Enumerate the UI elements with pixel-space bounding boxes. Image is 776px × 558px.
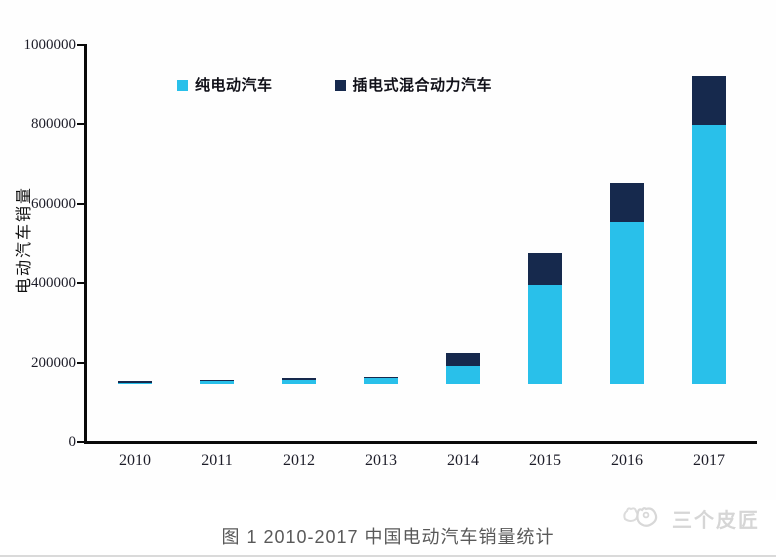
- x-tick-label-2011: 2011: [201, 452, 233, 469]
- legend-swatch-icon: [177, 80, 188, 91]
- y-tick-mark: [77, 202, 84, 205]
- y-tick-mark: [77, 123, 84, 126]
- x-tick-label-2017: 2017: [693, 452, 725, 469]
- ev-sales-chart: 电动汽车销量 0 200000 400000 600000 800000 1000000 …: [16, 37, 757, 469]
- bar-segment-2015: [528, 284, 562, 384]
- bar-stack-2010: [118, 380, 152, 384]
- bar-stack-2015: [528, 252, 562, 384]
- watermark: 三个皮匠: [622, 503, 760, 533]
- cat-doodle-icon: [623, 507, 658, 527]
- bar-segment-2015: [528, 252, 562, 285]
- bar-segment-2010: [118, 382, 152, 384]
- bar-segment-2013: [364, 378, 398, 384]
- y-tick-label: 0: [68, 434, 77, 450]
- legend-label: 纯电动汽车: [195, 77, 273, 94]
- y-tick-label: 400000: [31, 275, 76, 292]
- y-tick-mark: [77, 441, 84, 443]
- figure-caption: 图 1 2010-2017 中国电动汽车销量统计: [221, 527, 555, 547]
- bar-segment-2014: [446, 366, 480, 384]
- bar-stack-2013: [364, 376, 398, 384]
- y-tick-label: 1000000: [23, 37, 77, 53]
- y-tick-label: 200000: [31, 354, 76, 371]
- x-tick-label-2015: 2015: [529, 452, 561, 469]
- bar-segment-2011: [200, 380, 234, 384]
- bar-segment-2016: [610, 221, 644, 384]
- x-tick-label-2010: 2010: [119, 452, 151, 469]
- bar-segment-2017: [692, 75, 726, 126]
- x-tick-label-2013: 2013: [365, 452, 397, 469]
- legend-item: 插电式混合动力汽车: [334, 77, 493, 94]
- bar-segment-2017: [692, 125, 726, 384]
- bar-segment-2013: [364, 376, 398, 378]
- y-tick-mark: [77, 44, 84, 46]
- bar-segment-2012: [282, 379, 316, 384]
- bar-stack-2017: [692, 75, 726, 384]
- bar-segment-2016: [610, 182, 644, 222]
- bottom-divider: [0, 555, 776, 557]
- bar-segment-2011: [200, 379, 234, 381]
- bar-segment-2012: [282, 378, 316, 380]
- x-axis-line: [84, 441, 757, 444]
- bar-stack-2011: [200, 379, 234, 384]
- legend-item: 纯电动汽车: [177, 78, 273, 93]
- y-tick-mark: [77, 361, 84, 364]
- x-tick-label-2014: 2014: [447, 452, 479, 469]
- x-tick-label-2016: 2016: [611, 452, 643, 469]
- y-axis-line: [84, 44, 87, 443]
- x-tick-label-2012: 2012: [283, 452, 315, 469]
- bar-segment-2010: [118, 380, 152, 383]
- chart-legend: 纯电动汽车 插电式混合动力汽车: [177, 78, 492, 93]
- bar-segment-2014: [446, 353, 480, 367]
- bar-stack-2016: [610, 182, 644, 384]
- y-tick-label: 800000: [31, 116, 76, 133]
- y-tick-mark: [77, 282, 84, 285]
- legend-label: 插电式混合动力汽车: [352, 77, 493, 94]
- legend-swatch-icon: [334, 80, 346, 91]
- bar-stack-2012: [282, 378, 316, 384]
- bar-stack-2014: [446, 353, 480, 384]
- y-tick-label: 600000: [31, 195, 76, 212]
- watermark-text: 三个皮匠: [672, 509, 760, 532]
